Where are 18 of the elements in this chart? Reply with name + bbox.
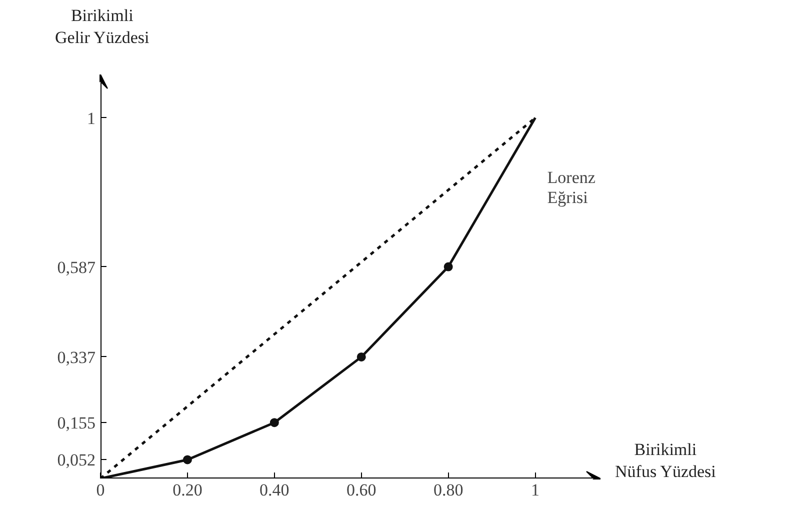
point bbox=[270, 418, 279, 428]
x-tick-label: 0.20 bbox=[172, 480, 202, 500]
y-tick-label: 0,337 bbox=[57, 348, 96, 367]
point bbox=[182, 455, 192, 464]
point bbox=[444, 262, 453, 272]
y-tick-label: 0,587 bbox=[57, 258, 96, 277]
x-tick-label: 0.60 bbox=[346, 480, 376, 500]
x-tick-label: 0.40 bbox=[260, 480, 290, 500]
x-tick-label: 0.80 bbox=[433, 480, 464, 500]
x-tick-label: 1 bbox=[531, 480, 540, 500]
y-axis-title: Birikimli Gelir Yüzdesi bbox=[55, 5, 150, 49]
x-axis-title: Birikimli Nüfus Yüzdesi bbox=[615, 439, 716, 483]
y-tick-label: 0,155 bbox=[57, 414, 96, 433]
point bbox=[356, 352, 366, 362]
y-tick-label: 0,052 bbox=[57, 450, 96, 470]
y-tick-label: 1 bbox=[87, 108, 96, 128]
x-tick-label: 0 bbox=[96, 480, 105, 500]
annotation: Lorenz Eğrisi bbox=[547, 168, 596, 207]
